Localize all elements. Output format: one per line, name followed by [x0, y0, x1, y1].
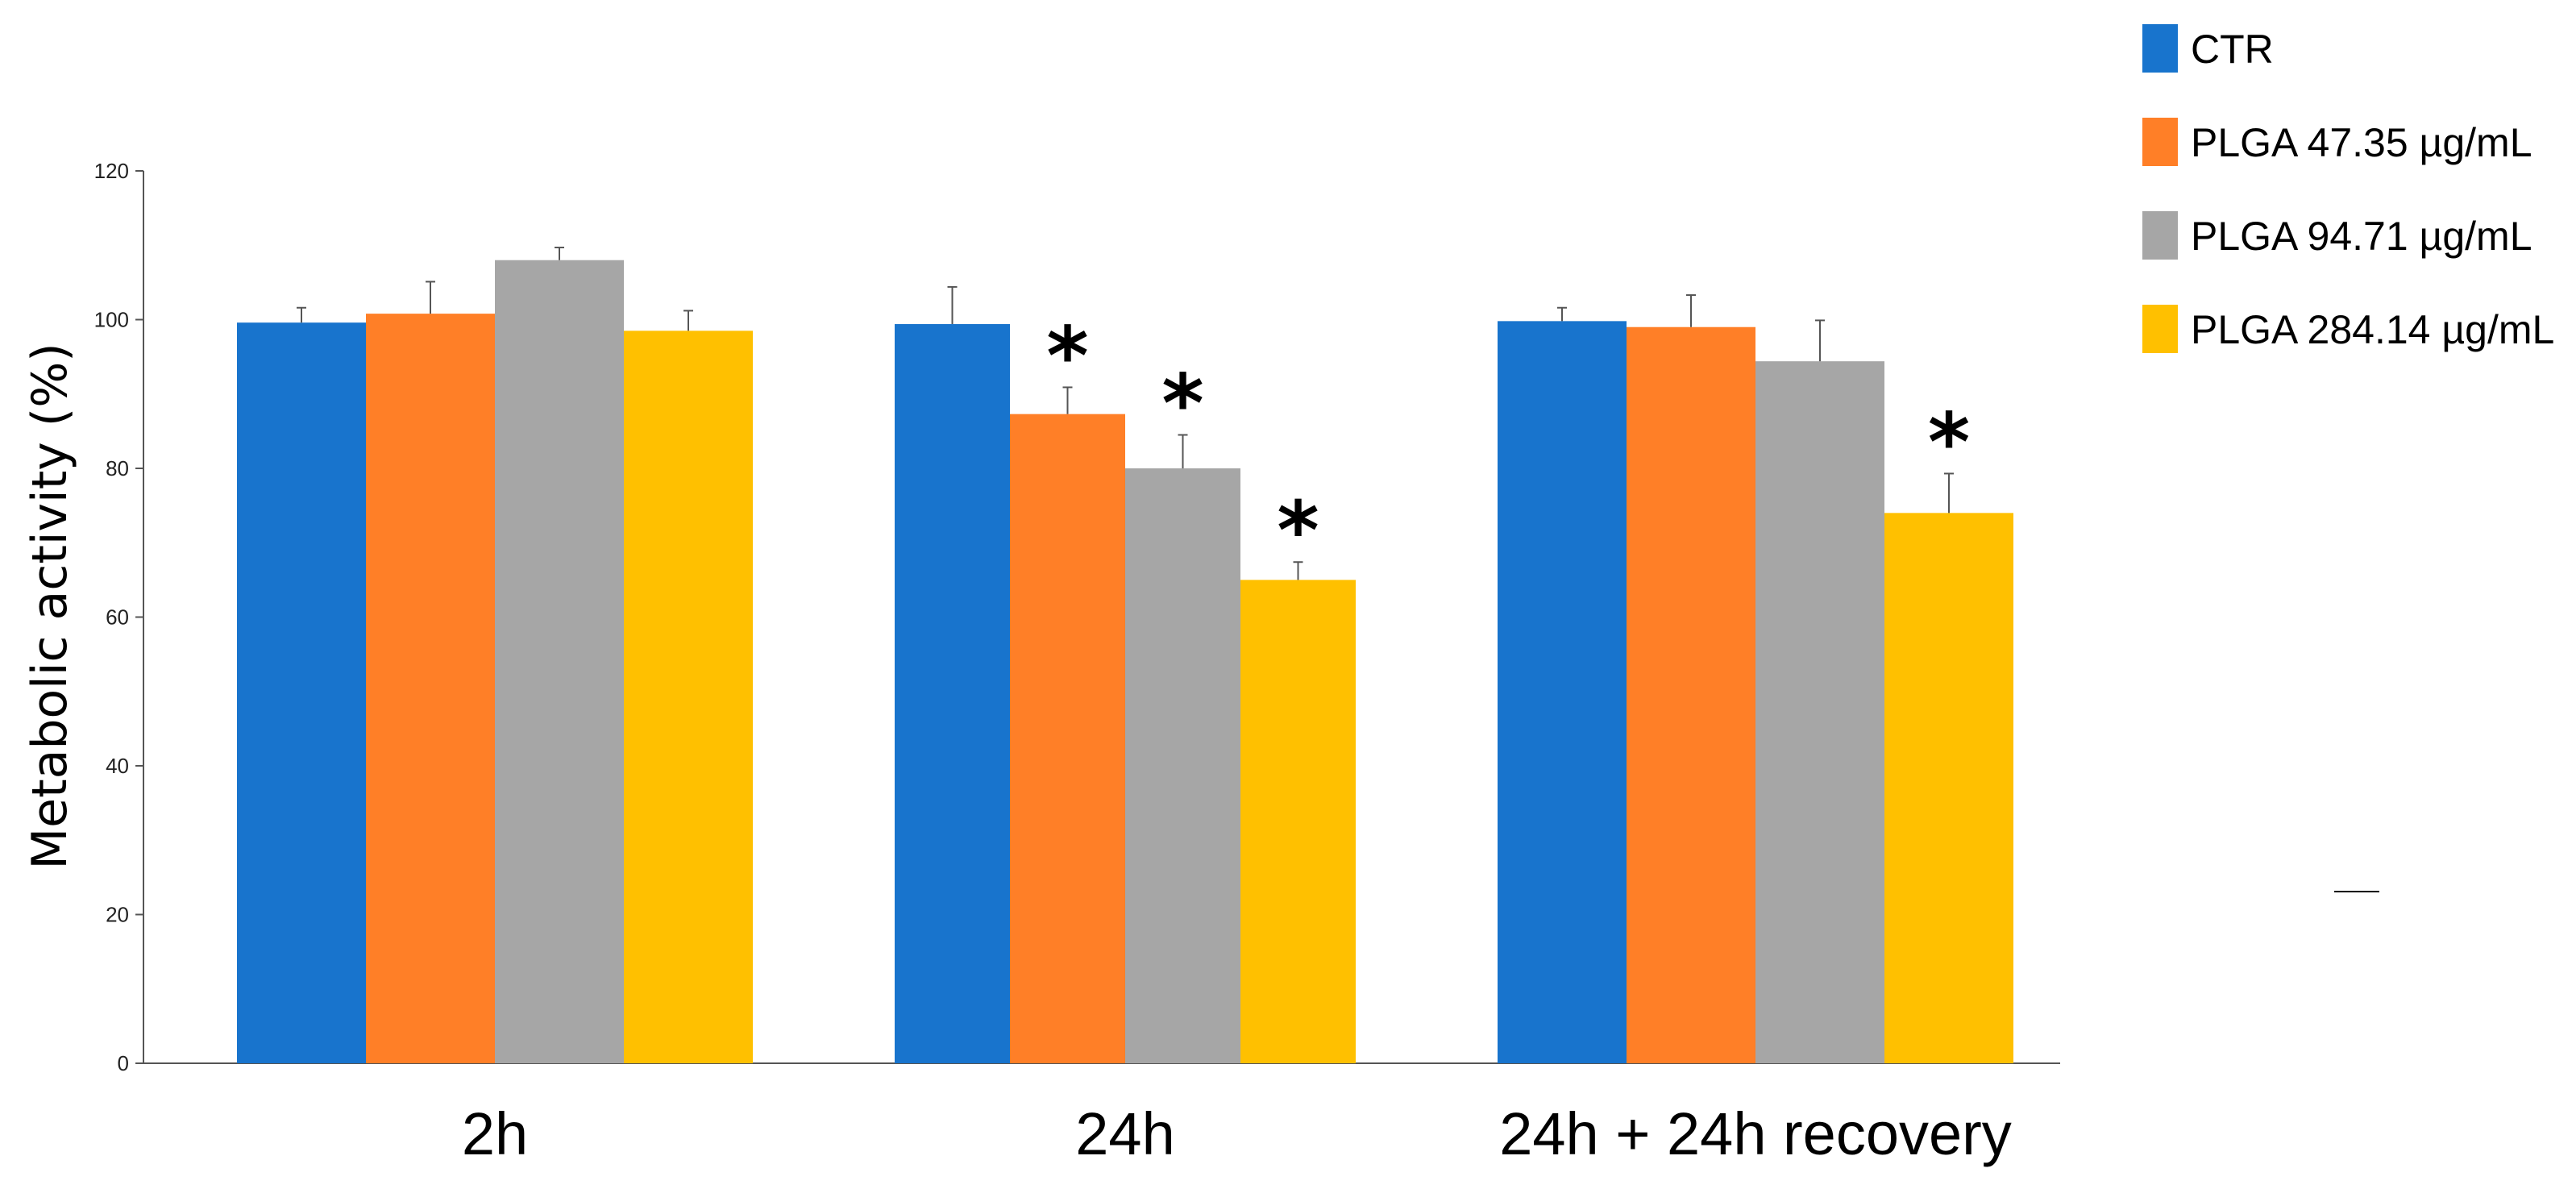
- y-tick-label: 80: [106, 456, 129, 480]
- x-tick-label: 24h + 24h recovery: [1499, 1100, 2012, 1167]
- bar: [624, 331, 753, 1063]
- significance-star: *: [1161, 356, 1203, 451]
- legend-label: PLGA 284.14 µg/mL: [2191, 307, 2554, 352]
- y-tick-label: 20: [106, 903, 129, 927]
- bar: [237, 322, 366, 1063]
- bar: [1627, 326, 1755, 1064]
- bars: [237, 260, 2013, 1064]
- bar: [1755, 361, 1884, 1063]
- x-tick-label: 24h: [1075, 1100, 1174, 1167]
- significance-star: *: [1928, 395, 1970, 489]
- y-tick-label: 120: [94, 159, 129, 183]
- significance-markers: * * * *: [1046, 309, 1970, 578]
- y-tick-label: 60: [106, 605, 129, 630]
- legend-label: PLGA 47.35 µg/mL: [2191, 120, 2532, 165]
- bar: [895, 324, 1010, 1063]
- bar: [1010, 414, 1125, 1063]
- error-bars: [297, 247, 1954, 580]
- significance-star: *: [1046, 309, 1088, 403]
- y-tick-label: 100: [94, 308, 129, 332]
- legend-swatch: [2142, 305, 2178, 353]
- significance-star: *: [1277, 484, 1319, 578]
- legend-swatch: [2142, 211, 2178, 260]
- bar: [366, 314, 495, 1063]
- legend-swatch: [2142, 24, 2178, 73]
- y-axis-title: Metabolic activity (%): [22, 343, 78, 869]
- bar: [1125, 468, 1240, 1063]
- legend-label: PLGA 94.71 µg/mL: [2191, 214, 2532, 259]
- legend: CTR PLGA 47.35 µg/mL PLGA 94.71 µg/mL PLGA …: [2142, 24, 2554, 353]
- bar: [1240, 580, 1356, 1063]
- y-tick-label: 0: [118, 1051, 129, 1075]
- axis-labels: 2h 24h 24h + 24h recovery Metabolic activit…: [22, 343, 2012, 1167]
- bar: [1498, 321, 1627, 1064]
- legend-label: CTR: [2191, 27, 2274, 72]
- bar: [495, 260, 624, 1063]
- x-tick-label: 2h: [462, 1100, 528, 1167]
- bar: [1884, 513, 2013, 1063]
- y-tick-label: 40: [106, 754, 129, 778]
- legend-swatch: [2142, 118, 2178, 166]
